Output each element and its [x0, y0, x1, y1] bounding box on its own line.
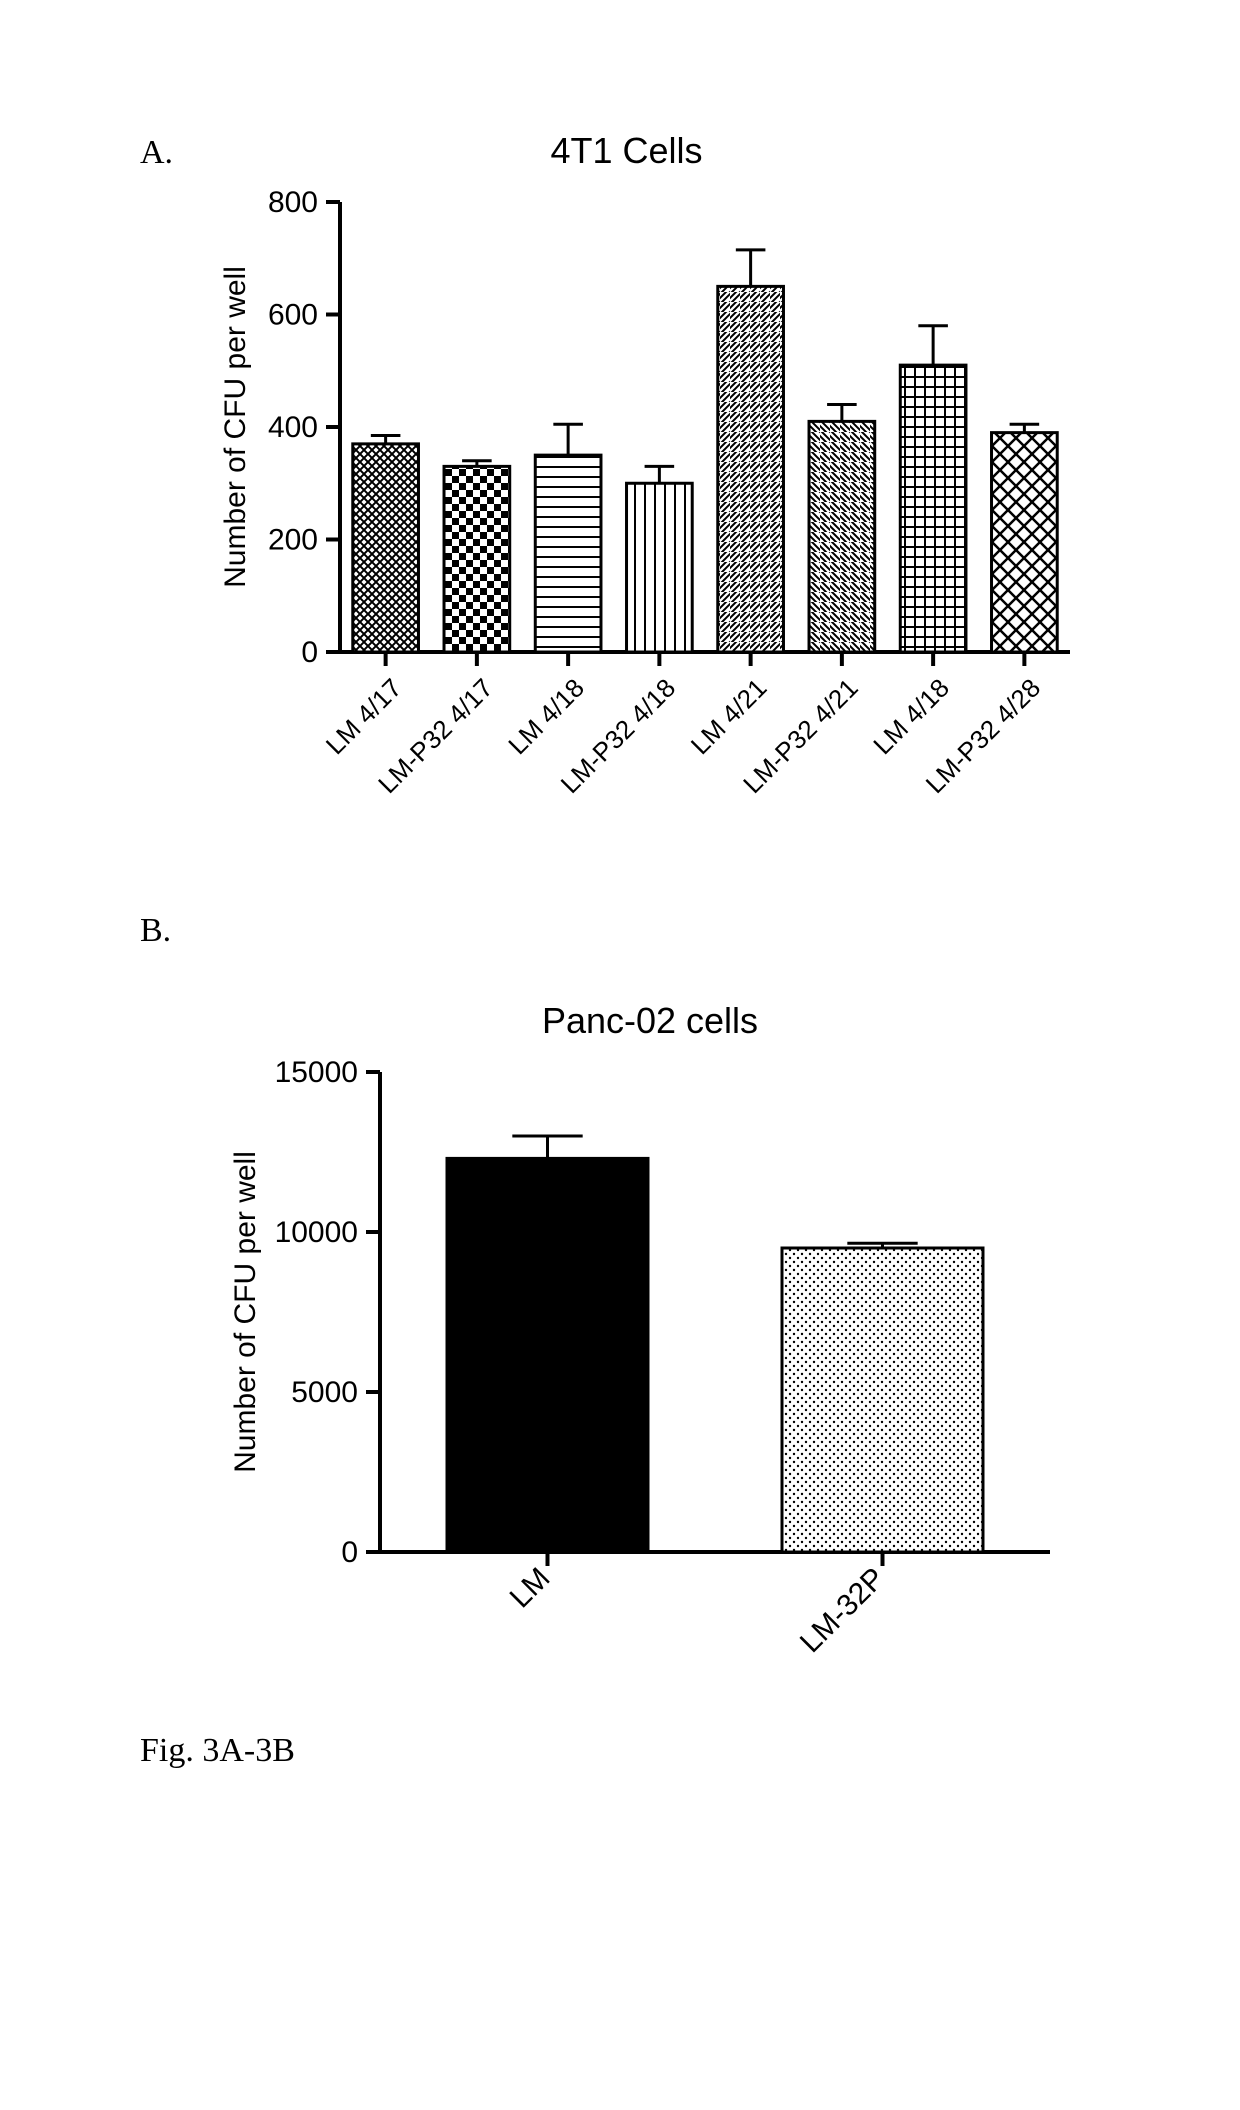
chart-a: 0 200 400 600 800 Number of CFU per well LM 4/… [200, 182, 1100, 882]
chart-b: 0 5000 10000 15000 Number of CFU per well LM L… [200, 1052, 1100, 1712]
chart-b-bar [447, 1158, 648, 1552]
chart-b-xlabel: LM [504, 1562, 557, 1615]
chart-b-ytick: 15000 [275, 1056, 358, 1089]
panel-b-label: B. [140, 912, 1100, 950]
chart-a-xlabel: LM 4/18 [502, 673, 590, 761]
chart-b-ylabel: Number of CFU per well [229, 1151, 262, 1473]
chart-a-bar [992, 433, 1058, 652]
chart-a-bar [809, 421, 875, 652]
chart-a-ytick: 600 [268, 299, 318, 332]
chart-a-ytick: 400 [268, 411, 318, 444]
chart-a-bar [627, 483, 693, 652]
chart-a-bar [900, 365, 966, 652]
panel-a-label: A. [140, 134, 173, 172]
chart-b-svg: 0 5000 10000 15000 Number of CFU per well LM L… [200, 1052, 1100, 1712]
chart-a-xlabel: LM 4/18 [867, 673, 955, 761]
chart-a-title: 4T1 Cells [293, 130, 960, 172]
chart-b-bar [782, 1248, 983, 1552]
chart-b-ytick: 0 [341, 1536, 358, 1569]
chart-a-bar [535, 455, 601, 652]
figure-page: A. 4T1 Cells 0 200 400 600 800 Number of CFU … [0, 0, 1240, 2110]
figure-caption: Fig. 3A-3B [140, 1732, 1100, 1770]
chart-a-xlabel: LM 4/21 [685, 673, 773, 761]
chart-b-xlabel: LM-32P [794, 1562, 892, 1660]
chart-a-xlabel: LM 4/17 [320, 673, 408, 761]
chart-a-ytick: 0 [301, 636, 318, 669]
chart-b-title: Panc-02 cells [200, 1000, 1100, 1042]
chart-a-ytick: 200 [268, 524, 318, 557]
chart-a-bar [718, 286, 784, 652]
chart-a-svg: 0 200 400 600 800 Number of CFU per well LM 4/… [200, 182, 1100, 882]
chart-a-ylabel: Number of CFU per well [219, 266, 252, 588]
chart-a-ytick: 800 [268, 186, 318, 219]
chart-b-ytick: 10000 [275, 1216, 358, 1249]
chart-a-bar [353, 444, 419, 652]
chart-b-ytick: 5000 [291, 1376, 358, 1409]
chart-a-bar [444, 466, 510, 652]
